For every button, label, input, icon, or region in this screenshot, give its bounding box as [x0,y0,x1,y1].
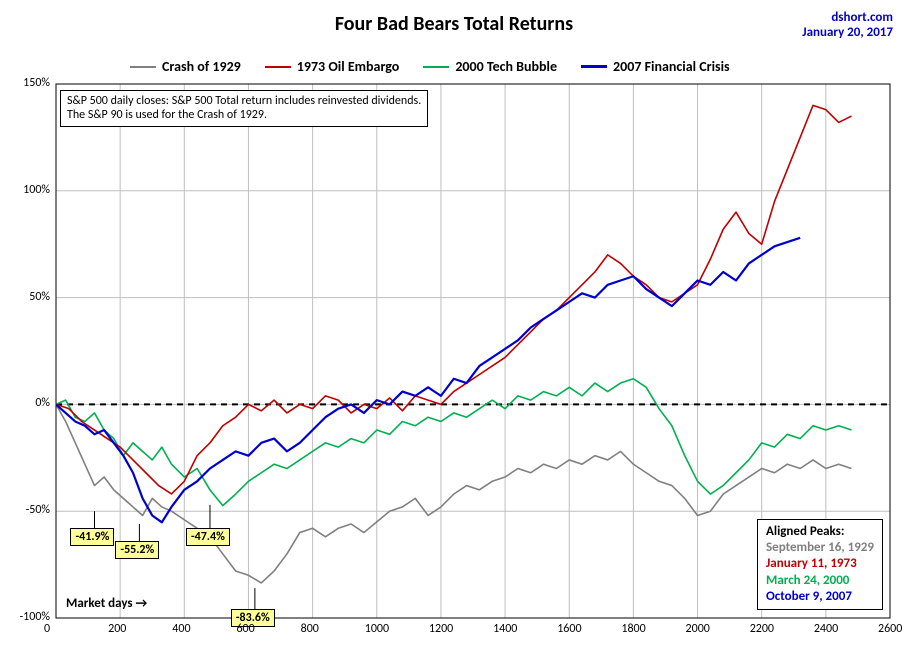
aligned-peak-row: October 9, 2007 [766,589,874,605]
aligned-peak-row: March 24, 2000 [766,573,874,589]
x-tick-label: 400 [172,622,190,636]
x-tick-label: 600 [236,622,254,636]
x-tick-label: 2400 [814,622,838,636]
note-box: S&P 500 daily closes: S&P 500 Total retu… [60,90,428,127]
y-tick-label: 100% [23,183,50,197]
note-line1: S&P 500 daily closes: S&P 500 Total retu… [67,94,421,108]
x-tick-label: 1200 [429,622,453,636]
x-tick-label: 2000 [686,622,710,636]
y-tick-label: 50% [29,290,50,304]
y-tick-label: 0% [35,396,50,410]
x-tick-label: 200 [108,622,126,636]
x-tick-label: 800 [301,622,319,636]
x-tick-label: 1000 [365,622,389,636]
aligned-peaks-header: Aligned Peaks: [766,524,874,540]
trough-callout: -55.2% [115,541,159,559]
x-axis-caption: Market days → [66,596,147,611]
y-tick-label: -50% [26,503,50,517]
trough-callout: -41.9% [70,528,114,546]
y-tick-label: 150% [23,76,50,90]
x-tick-label: 2600 [878,622,902,636]
aligned-peaks-box: Aligned Peaks: September 16, 1929 Januar… [757,519,883,610]
x-tick-label: 1400 [493,622,517,636]
chart-container: Four Bad Bears Total Returns dshort.com … [0,0,908,662]
aligned-peak-row: January 11, 1973 [766,556,874,572]
note-line2: The S&P 90 is used for the Crash of 1929… [67,108,421,122]
x-tick-label: 1600 [557,622,581,636]
x-tick-label: 0 [44,622,50,636]
x-tick-label: 2200 [750,622,774,636]
trough-callout: -47.4% [186,528,230,546]
aligned-peak-row: September 16, 1929 [766,540,874,556]
x-tick-label: 1800 [621,622,645,636]
